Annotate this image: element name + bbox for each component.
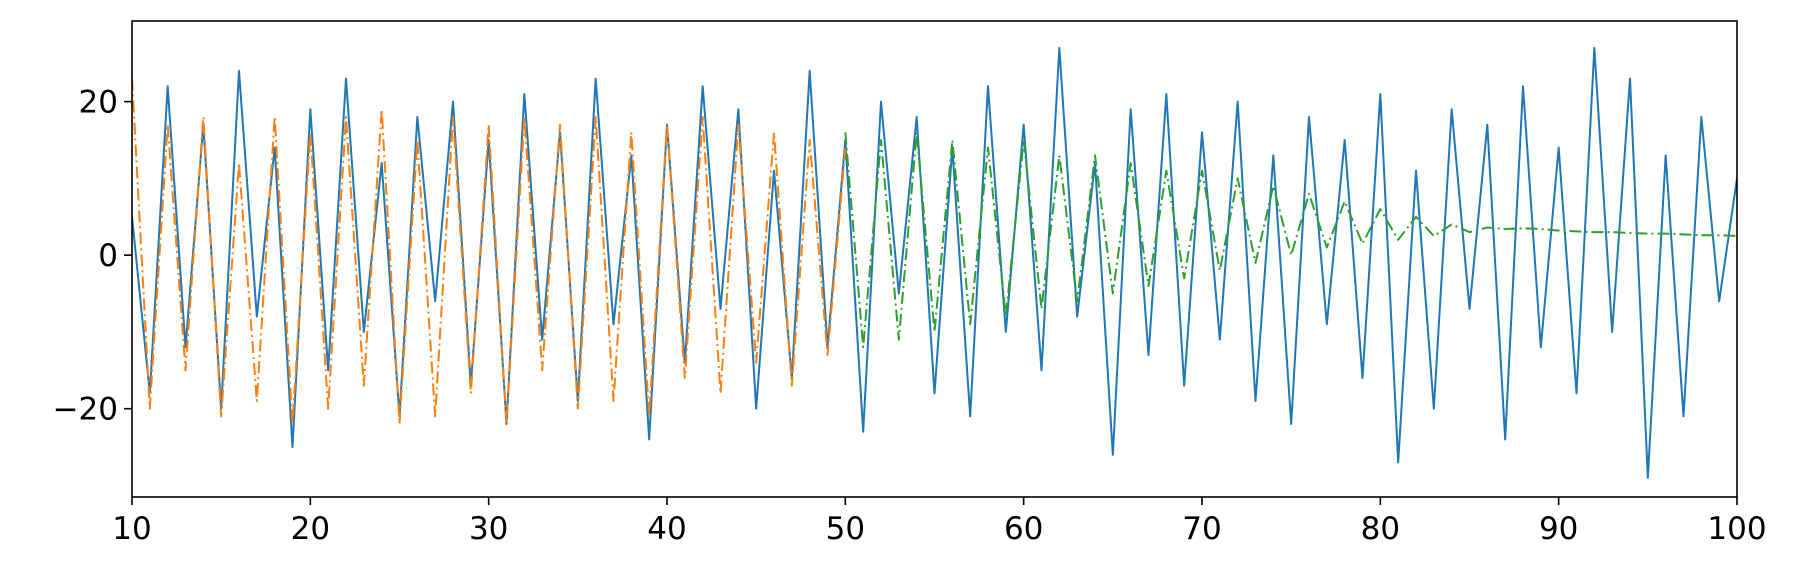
x-tick-label: 20 [291, 511, 330, 547]
x-tick-label: 40 [647, 511, 686, 547]
series-line [844, 131, 1737, 349]
x-tick-label: 80 [1361, 511, 1400, 547]
x-tick-label: 10 [112, 511, 151, 547]
x-tick-label: 60 [1004, 511, 1043, 547]
x-tick-label: 30 [469, 511, 508, 547]
x-tick-label: 100 [1707, 511, 1766, 547]
y-tick-label: 20 [79, 85, 118, 121]
axes-frame [131, 20, 1738, 498]
series-line [132, 78, 847, 426]
x-tick-label: 70 [1182, 511, 1221, 547]
plot-area [132, 46, 1737, 479]
x-tick-label: 50 [826, 511, 865, 547]
y-tick-label: −20 [53, 392, 118, 428]
y-tick-label: 0 [98, 238, 118, 274]
x-tick-label: 90 [1539, 511, 1578, 547]
